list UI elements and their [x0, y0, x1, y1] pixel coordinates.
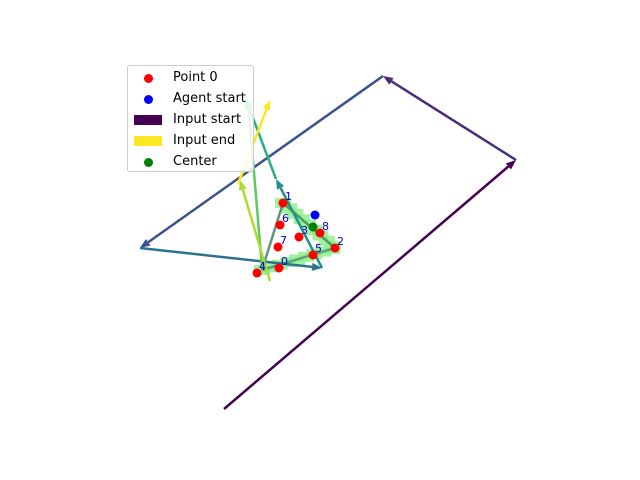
arrow-head — [276, 179, 285, 190]
point-label: 5 — [315, 242, 322, 255]
arrow-head — [140, 238, 151, 248]
point-marker — [274, 263, 284, 273]
polygon-edge — [260, 202, 285, 271]
point-label: 1 — [285, 190, 292, 203]
polygon-edge — [261, 246, 336, 272]
point-label: 0 — [281, 255, 288, 268]
arrow-head — [262, 100, 271, 111]
legend-label: Agent start — [173, 91, 246, 106]
legend-label: Point 0 — [173, 70, 218, 85]
arrow-shaft — [147, 74, 384, 244]
point-label: 6 — [282, 212, 289, 225]
point-marker — [252, 268, 262, 278]
arrow-head — [239, 180, 247, 191]
legend-item-input-end: Input end — [128, 132, 255, 150]
legend-item-point-0: Point 0 — [128, 69, 255, 87]
point-label: 8 — [322, 220, 329, 233]
arrow-shaft — [223, 165, 510, 410]
arrow-shaft — [390, 80, 517, 162]
point-label: 3 — [301, 224, 308, 237]
point-marker — [308, 250, 318, 260]
point-label: 4 — [259, 260, 266, 273]
legend-label: Center — [173, 154, 217, 169]
arrow-head — [311, 262, 322, 271]
legend-marker-input-end — [134, 136, 162, 146]
legend-label: Input end — [173, 133, 236, 148]
input-arrow — [223, 160, 516, 410]
point-marker — [275, 220, 285, 230]
legend-marker-input-start — [134, 115, 162, 125]
legend-marker-point-0 — [144, 74, 153, 83]
legend-marker-agent-start — [144, 95, 153, 104]
point-marker — [278, 198, 288, 208]
point-marker — [330, 243, 340, 253]
input-arrow — [383, 76, 517, 162]
legend: Point 0 Agent start Input start Input en… — [127, 65, 254, 172]
legend-item-center: Center — [128, 153, 255, 171]
point-label: 7 — [280, 234, 287, 247]
point-marker — [294, 232, 304, 242]
legend-marker-center — [144, 158, 153, 167]
legend-item-input-start: Input start — [128, 111, 255, 129]
arrow-shaft — [241, 189, 272, 282]
point-label: 2 — [337, 235, 344, 248]
input-arrow — [239, 180, 272, 282]
point-marker — [315, 228, 325, 238]
input-arrow — [139, 246, 322, 271]
agent-start-marker — [310, 210, 320, 220]
input-arrow — [140, 74, 384, 248]
points-layer: 0 1 2 3 4 5 6 7 8 — [252, 190, 344, 278]
center-marker — [308, 222, 318, 232]
arrow-head — [383, 76, 394, 85]
legend-label: Input start — [173, 112, 242, 127]
point-marker — [273, 242, 283, 252]
arrow-shaft — [139, 246, 313, 269]
legend-item-agent-start: Agent start — [128, 90, 255, 108]
arrow-head — [505, 160, 516, 170]
